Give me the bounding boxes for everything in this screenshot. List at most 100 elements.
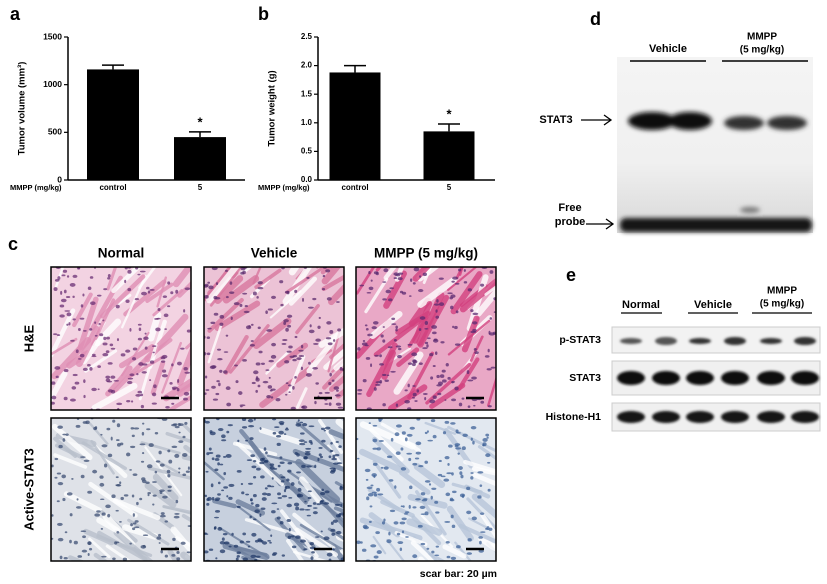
nucleus [270,534,273,537]
nucleus [424,327,429,330]
nucleus [307,306,314,309]
nucleus [186,551,191,554]
nucleus [236,551,241,555]
nucleus [333,467,336,471]
nucleus [330,528,336,532]
nucleus [402,505,405,508]
nucleus [243,310,250,314]
nucleus [433,303,440,306]
nucleus [185,470,190,473]
nucleus [262,541,268,545]
nucleus [259,461,265,465]
nucleus [250,554,257,559]
nucleus [339,486,344,491]
band-label: probe [555,216,586,228]
nucleus [409,485,413,490]
nucleus [152,351,155,354]
nucleus [442,431,447,435]
nucleus [99,475,104,479]
nucleus [304,452,311,456]
row-label: Active-STAT3 [21,448,36,531]
nucleus [331,548,335,551]
nucleus [399,547,403,552]
nucleus [205,470,209,473]
image-border [50,266,192,411]
nucleus [83,394,86,399]
nucleus [253,518,257,521]
nucleus [226,402,232,407]
nucleus [364,324,368,327]
nucleus [279,461,285,464]
nucleus [482,438,488,442]
nucleus [317,325,321,330]
nucleus [69,398,76,402]
nucleus [137,390,143,394]
nucleus [130,523,133,527]
nucleus [134,526,140,529]
nucleus [397,541,404,545]
nucleus [60,290,63,295]
nucleus [446,472,453,475]
nucleus [268,376,271,379]
nucleus [226,430,230,434]
nucleus [129,373,135,377]
nucleus [208,451,214,454]
nucleus [330,441,333,445]
tissue-fiber [412,267,432,282]
nucleus [72,274,78,278]
nucleus [184,421,188,425]
nucleus [89,328,93,331]
column-header: Vehicle [251,246,298,261]
nucleus [477,471,484,474]
nucleus [83,459,90,462]
nucleus [420,513,426,515]
nucleus [455,447,462,450]
nucleus [115,304,120,309]
nucleus [272,418,277,421]
nucleus [223,472,227,476]
nucleus [368,286,374,291]
image-border [203,266,345,411]
tissue-fiber [322,367,344,390]
nucleus [432,364,436,368]
tissue-fiber [276,342,309,368]
nucleus [234,364,238,367]
nucleus [211,497,215,501]
nucleus [479,484,483,488]
nucleus [167,474,171,478]
nucleus [51,381,56,385]
nucleus [57,425,63,429]
nucleus [240,482,244,486]
nucleus [364,468,371,473]
nucleus [187,466,190,470]
tissue-fiber [90,439,115,475]
tissue-fiber [170,526,191,555]
nucleus [323,536,330,541]
nucleus [312,511,318,515]
nucleus [389,287,394,290]
nucleus [262,380,269,384]
nucleus [75,424,81,428]
nucleus [249,437,254,440]
tissue-fiber [286,539,305,561]
nucleus [142,534,149,537]
x-tick-label: control [341,183,368,192]
nucleus [388,479,394,482]
nucleus [404,399,410,404]
row-label: Histone-H1 [546,411,602,423]
nucleus [250,340,254,342]
tissue-fiber [169,395,191,410]
nucleus [66,492,73,496]
nucleus [429,399,436,404]
nucleus [413,267,420,272]
nucleus [412,554,418,559]
nucleus [455,282,460,285]
nucleus [235,557,239,561]
nucleus [386,455,393,459]
nucleus [269,463,275,467]
nucleus [51,401,55,405]
nucleus [411,352,418,357]
nucleus [177,361,182,366]
nucleus [55,375,59,379]
nucleus [302,423,308,427]
